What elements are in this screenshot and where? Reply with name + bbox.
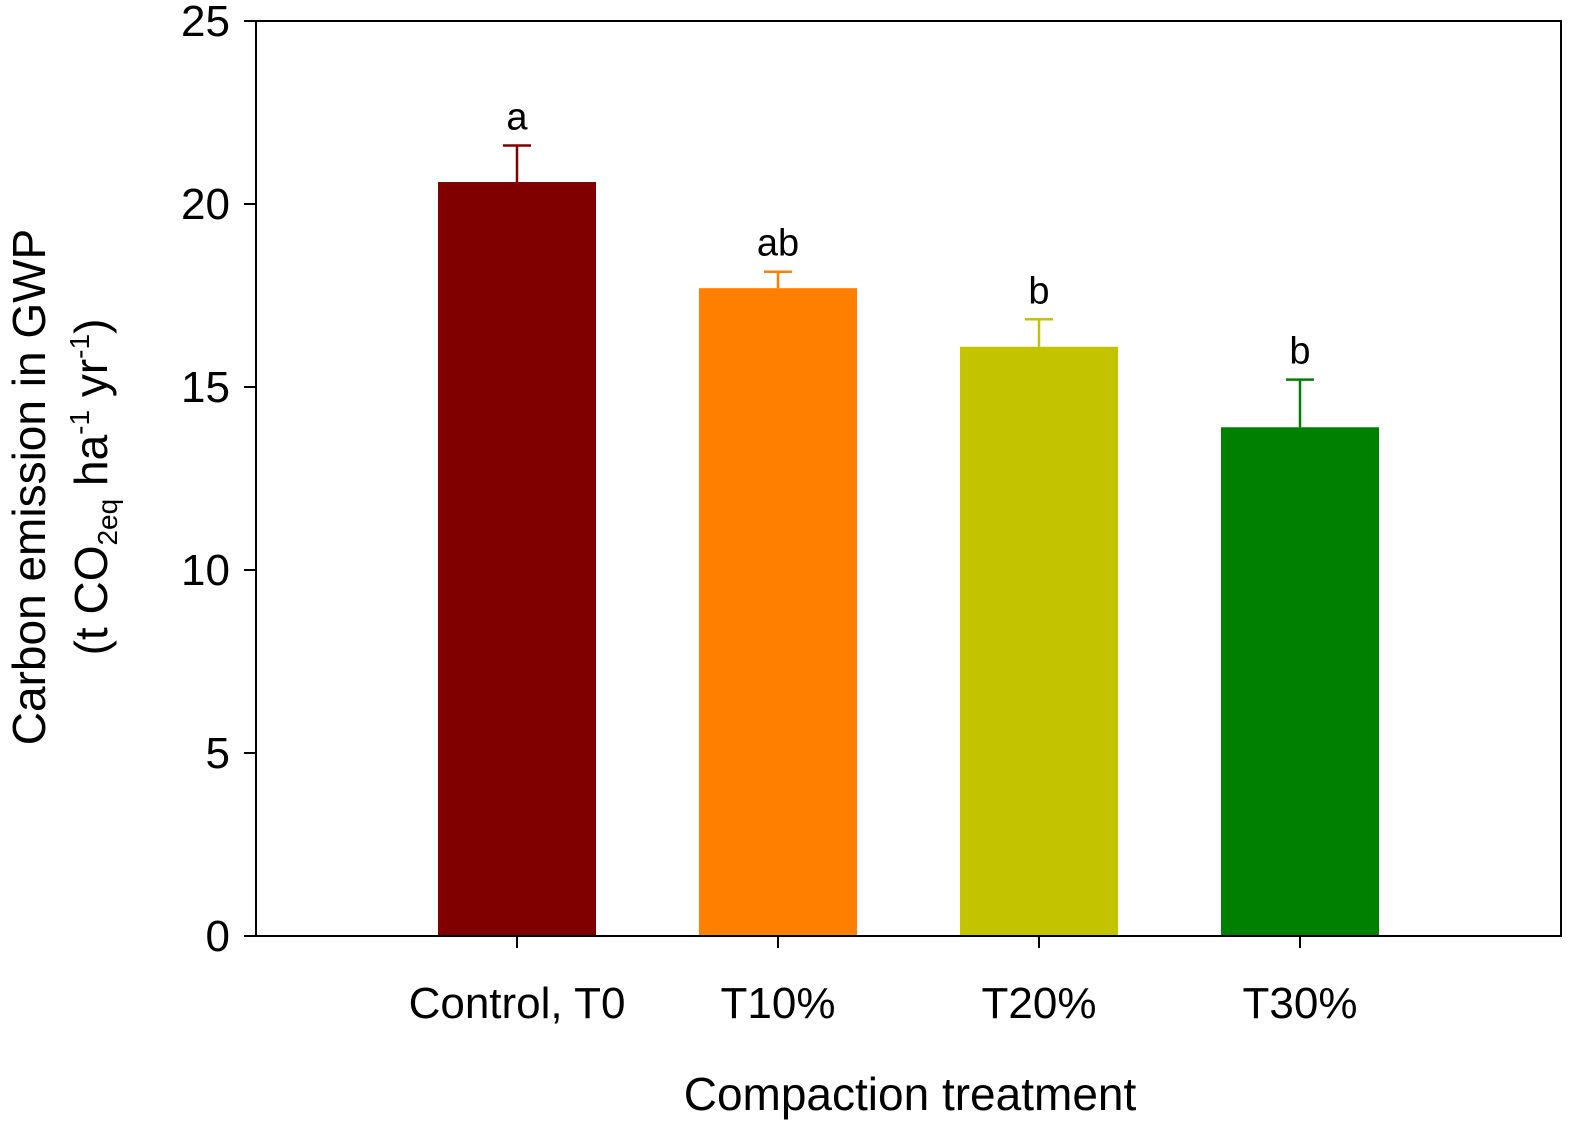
- y-axis-title-open: (t CO: [65, 546, 117, 656]
- y-tick-label-2: 10: [181, 546, 230, 595]
- y-axis-title-line2: (t CO2eq ha-1 yr-1): [64, 319, 123, 656]
- y-axis: 0 5 10 15 20 25: [181, 0, 256, 961]
- bar-2: [960, 346, 1118, 936]
- y-tick-label-1: 5: [206, 729, 230, 778]
- x-tick-label-3: T30%: [1243, 979, 1358, 1028]
- significance-label-1: ab: [757, 223, 799, 265]
- y-axis-title-close: ): [65, 319, 117, 334]
- significance-label-2: b: [1028, 270, 1049, 312]
- y-axis-title-ha: ha: [65, 434, 117, 498]
- y-axis-title-line1: Carbon emission in GWP: [3, 229, 55, 745]
- x-axis: Control, T0 T10% T20% T30%: [409, 936, 1358, 1028]
- x-tick-label-0: Control, T0: [409, 979, 626, 1028]
- bar-3: [1221, 427, 1379, 936]
- significance-label-0: a: [506, 96, 528, 138]
- x-tick-label-1: T10%: [721, 979, 836, 1028]
- y-axis-title-ha-superscript: -1: [64, 410, 95, 435]
- y-tick-label-0: 0: [206, 912, 230, 961]
- significance-label-3: b: [1289, 331, 1310, 373]
- bar-0: [438, 182, 596, 937]
- y-axis-title-co2-subscript: 2eq: [92, 499, 123, 546]
- bars-layer: [438, 182, 1379, 937]
- x-tick-label-2: T20%: [982, 979, 1097, 1028]
- plot-frame: [255, 20, 1562, 937]
- y-tick-label-5: 25: [181, 0, 230, 46]
- significance-labels-layer: a ab b b: [506, 96, 1310, 372]
- y-axis-title: Carbon emission in GWP (t CO2eq ha-1 yr-…: [3, 229, 123, 745]
- y-axis-title-yr: yr: [65, 359, 117, 410]
- y-axis-title-yr-superscript: -1: [64, 334, 95, 359]
- error-bars-layer: [503, 144, 1314, 428]
- bar-1: [699, 288, 857, 936]
- y-tick-label-4: 20: [181, 180, 230, 229]
- y-tick-label-3: 15: [181, 363, 230, 412]
- x-axis-title: Compaction treatment: [684, 1068, 1137, 1120]
